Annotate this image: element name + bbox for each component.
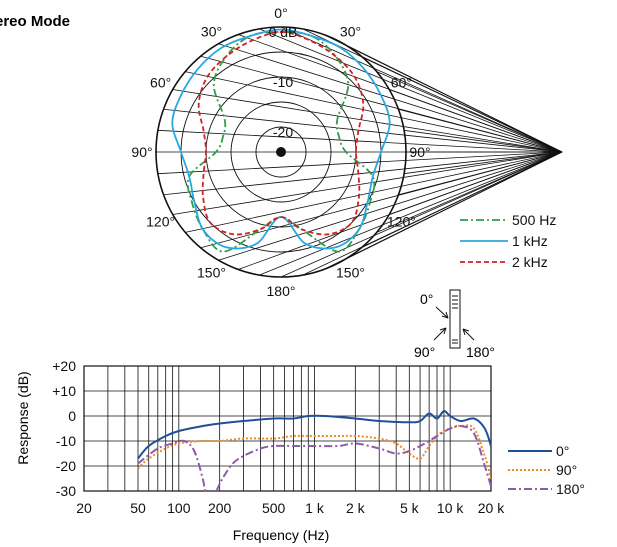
direction-front-label: 0° [420,291,433,307]
x-axis-label: Frequency (Hz) [233,527,329,543]
x-tick-label: 1 k [305,500,325,516]
polar-spoke [200,55,563,153]
arrow-side [433,327,447,341]
ring-label: -20 [273,124,293,140]
legend-label: 90° [556,462,577,478]
angle-label: 30° [340,24,361,40]
x-tick-label: 500 [262,500,286,516]
angle-label: 60° [150,75,171,91]
polar-series-2-khz [197,31,365,236]
microphone-orientation-icon: 0° 90° 180° [414,289,495,360]
angle-label: 30° [201,24,222,40]
polar-spoke [185,71,563,153]
angle-label: 150° [197,264,226,280]
frequency-legend: 0° 90° 180° [508,443,585,497]
arrowhead [439,327,447,335]
arrowhead [462,328,470,336]
x-tick-label: 10 k [437,500,464,516]
polar-spoke [259,28,563,153]
angle-label: 120° [146,214,175,230]
angle-label: 150° [336,264,365,280]
y-tick-label: +10 [52,383,76,399]
polar-spoke [376,71,563,153]
x-tick-label: 100 [167,500,191,516]
legend-label: 0° [556,443,569,459]
legend-label: 180° [556,481,585,497]
x-tick-label: 50 [130,500,146,516]
ring-label: 0 dB [269,24,298,40]
x-tick-label: 2 k [346,500,366,516]
frequency-series-0deg [137,409,491,460]
polar-spoke [343,43,563,153]
polar-title: Stereo Mode [0,13,70,30]
polar-spoke [361,55,563,153]
x-tick-label: 200 [208,500,232,516]
y-tick-label: +20 [52,358,76,374]
polar-spoke [404,151,563,175]
y-tick-label: 0 [68,408,76,424]
legend-label: 2 kHz [512,254,548,270]
angle-label: 120° [387,214,416,230]
polar-spoke [302,151,563,276]
angle-label: 0° [274,5,287,21]
polar-spoke [172,89,563,153]
arrowhead [441,311,449,319]
x-tick-label: 5 k [400,500,420,516]
microphone-body [449,289,461,349]
polar-center [276,147,286,157]
polar-chart: 0 dB -10 -20 0° 30° 30° 60° 60° 90° 90° 120° 120° 15… [131,5,563,299]
arrow-front [435,306,449,319]
plot-frame [83,365,492,492]
polar-legend: 500 Hz 1 kHz 2 kHz [460,212,556,270]
polar-spoke [200,151,563,249]
frequency-series-180deg [137,424,491,491]
direction-rear-label: 180° [466,344,495,360]
y-tick-label: -10 [56,433,76,449]
x-tick-label: 20 k [478,500,505,516]
polar-spoke [238,151,563,270]
frequency-response-chart: 20 50 100 200 500 1 k 2 k 5 k 10 k 20 k +20 +10 0 -10… [52,358,505,516]
polar-spoke [238,34,563,153]
ring-label: -10 [273,74,293,90]
polar-spoke [163,151,563,196]
legend-label: 1 kHz [512,233,548,249]
polar-spoke [157,129,563,153]
y-tick-label: -20 [56,458,76,474]
polar-spoke [172,151,563,215]
polar-spoke [185,151,563,233]
polar-spoke [323,151,563,270]
arrow-rear [462,328,475,341]
polar-spoke [404,129,563,153]
angle-label: 180° [267,283,296,299]
direction-side-label: 90° [414,344,435,360]
angle-label: 90° [409,144,430,160]
polar-spoke [259,151,563,276]
legend-label: 500 Hz [512,212,556,228]
x-tick-label: 20 [76,500,92,516]
y-tick-label: -30 [56,483,76,499]
y-axis-label: Response (dB) [15,371,31,464]
polar-spoke [280,151,563,278]
angle-label: 90° [131,144,152,160]
polar-spoke [163,108,563,153]
polar-spoke [218,151,563,261]
angle-label: 60° [391,75,412,91]
polar-spoke [218,43,563,153]
